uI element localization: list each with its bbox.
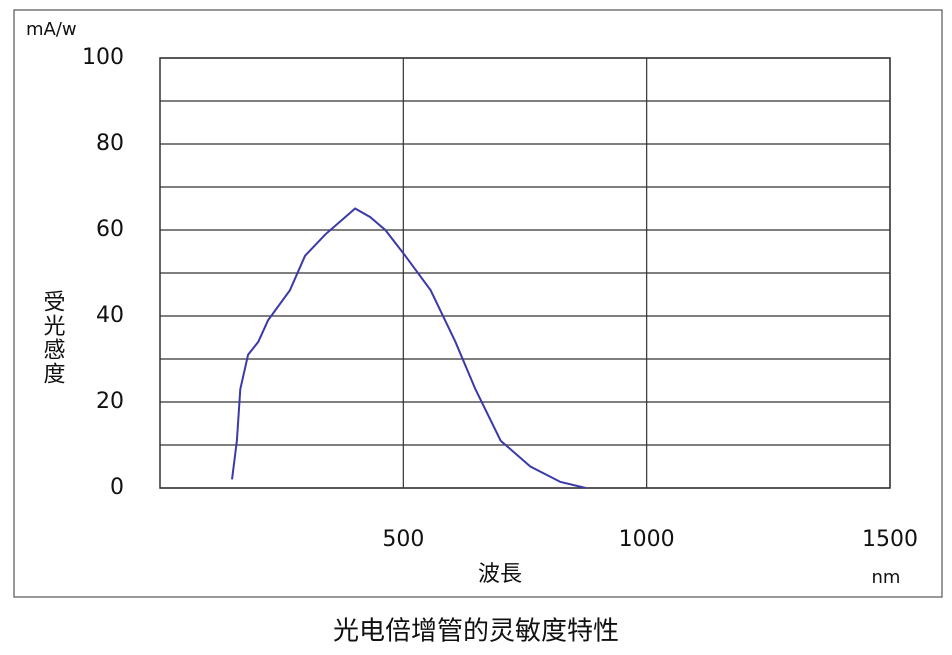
- caption: 光电倍增管的灵敏度特性: [333, 617, 619, 647]
- y-tick-label: 60: [96, 217, 124, 242]
- y-tick-label: 80: [96, 131, 124, 156]
- y-axis-label: 受光感度: [40, 290, 66, 386]
- frame: [13, 9, 943, 598]
- x-axis-label: 波長: [478, 562, 522, 587]
- y-tick-label: 40: [96, 303, 124, 328]
- y-tick-label: 0: [110, 475, 124, 500]
- x-tick-label: 500: [382, 527, 424, 552]
- x-tick-label: 1000: [619, 527, 675, 552]
- x-tick-label: 1500: [862, 527, 918, 552]
- data-line: [231, 207, 587, 489]
- y-unit: mA/w: [26, 19, 77, 40]
- y-tick-label: 100: [82, 45, 124, 70]
- y-tick-label: 20: [96, 389, 124, 414]
- x-unit: nm: [872, 567, 901, 588]
